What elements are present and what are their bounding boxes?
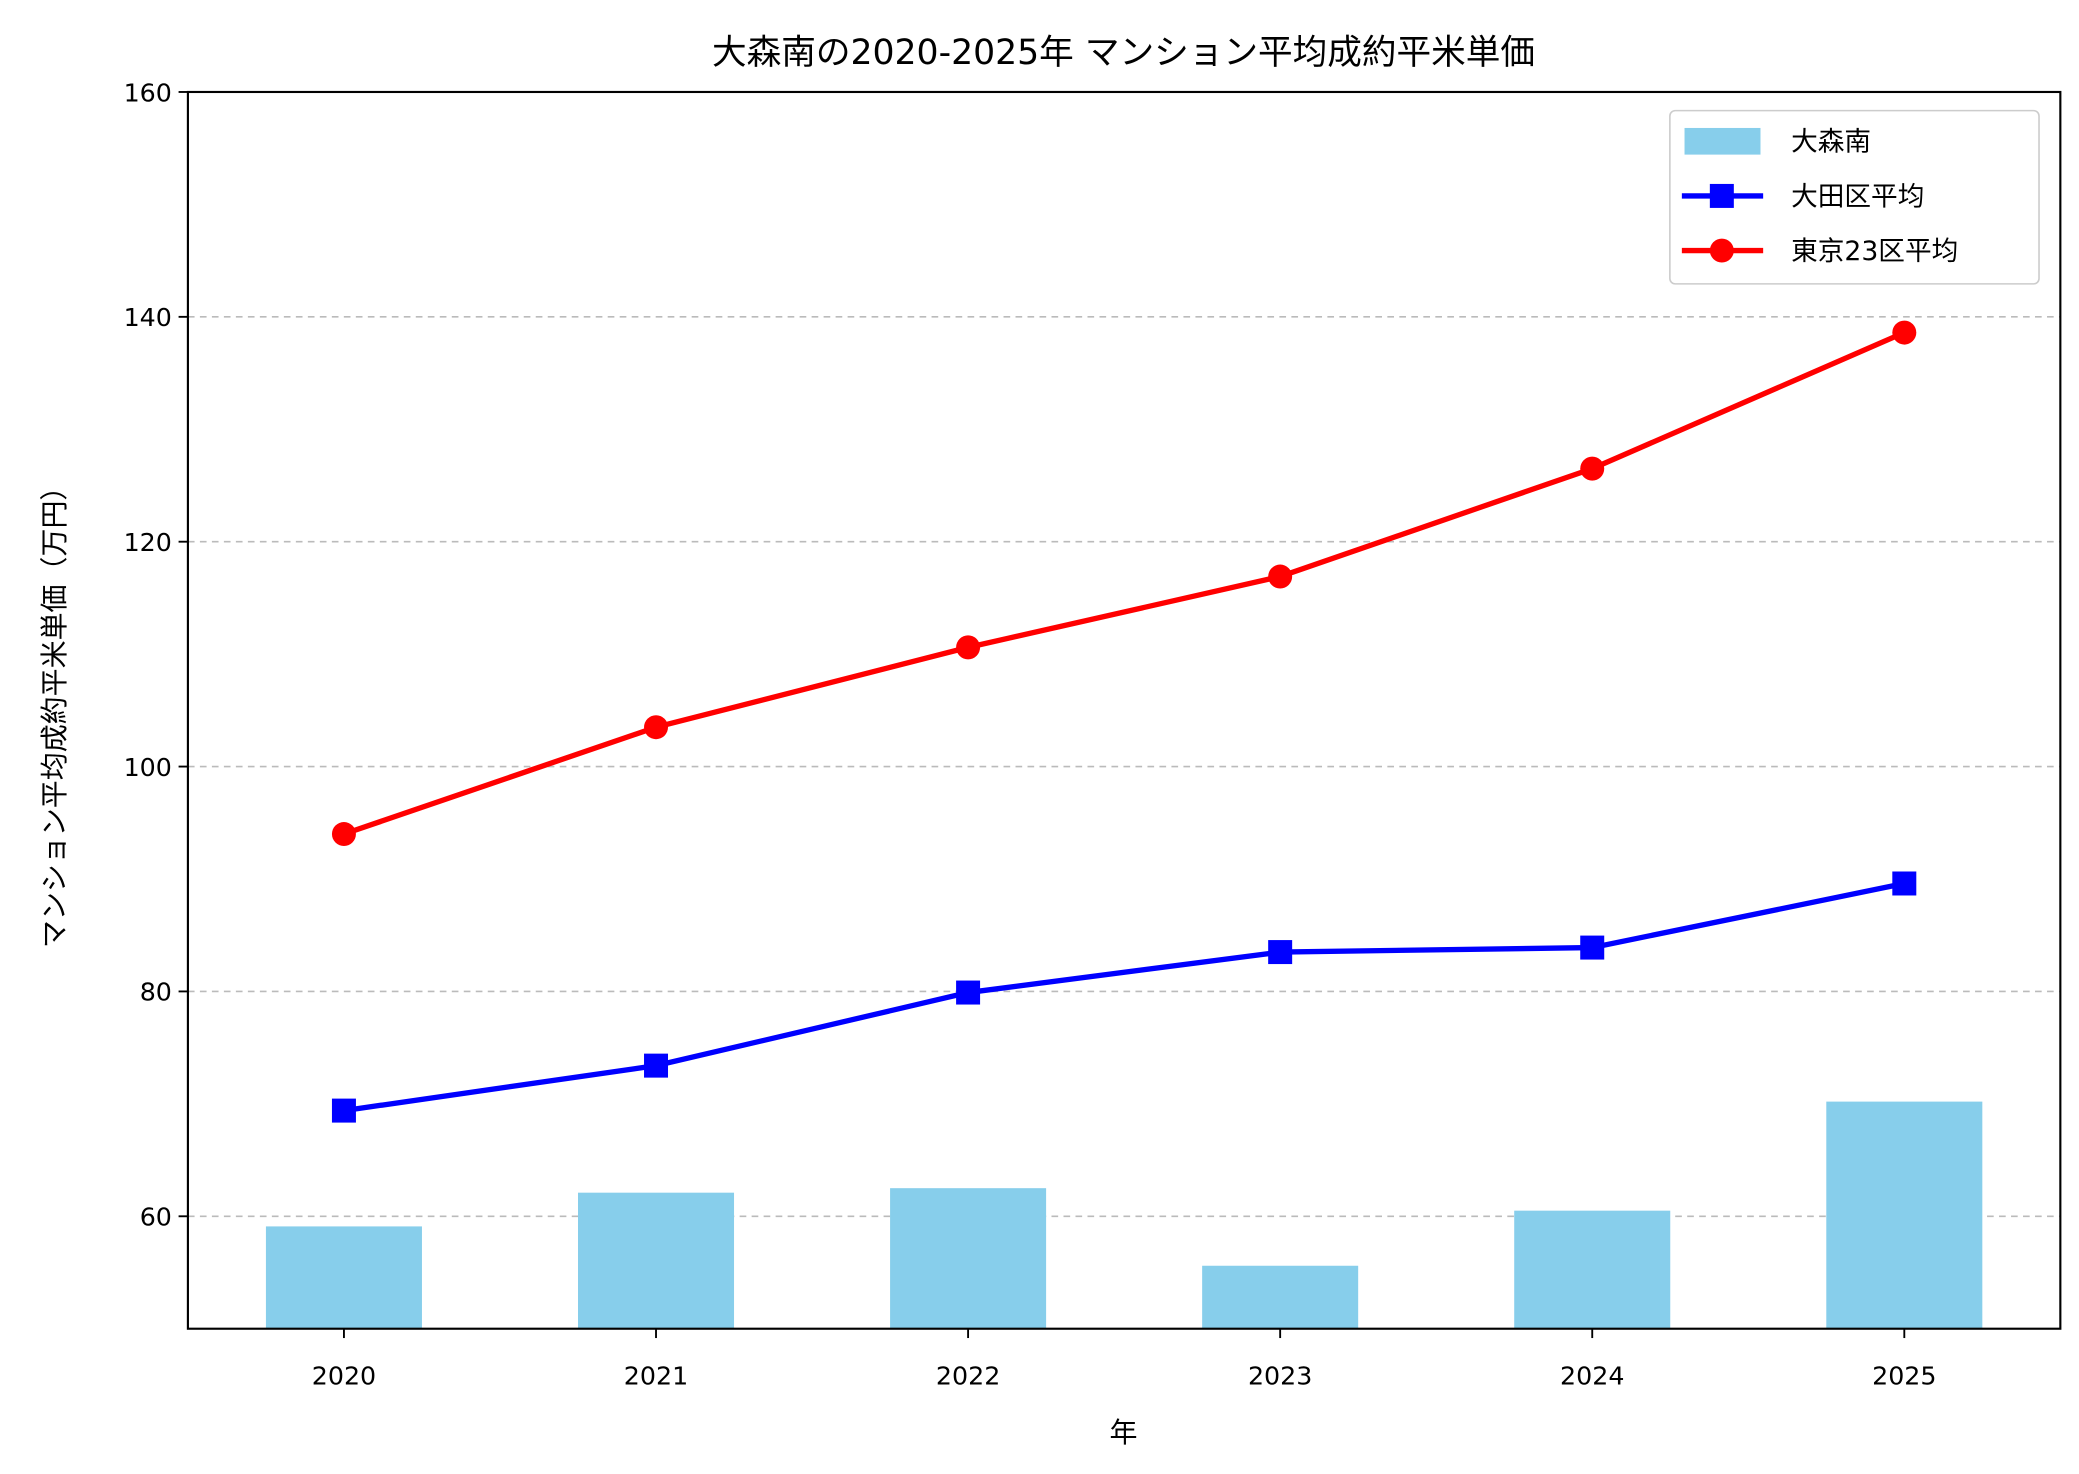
y-tick-label: 120 <box>124 527 172 557</box>
legend-marker <box>1709 183 1734 208</box>
series-line <box>343 880 1905 1114</box>
legend-swatch <box>1684 127 1761 155</box>
legend-marker <box>1709 238 1734 263</box>
legend-label: 東京23区平均 <box>1791 236 1958 267</box>
x-axis: 2020 2021 2022 2023 2024 2025 <box>312 1328 1937 1391</box>
x-tick-label: 2021 <box>624 1361 688 1391</box>
series-line <box>343 330 1906 837</box>
bar <box>1514 1210 1671 1329</box>
data-point <box>331 822 356 847</box>
y-axis-label: マンション平均成約平米単価（万円） <box>38 473 71 948</box>
data-point <box>1892 871 1917 896</box>
grid <box>187 316 2061 1218</box>
data-point <box>1580 456 1605 481</box>
bar <box>265 1226 422 1329</box>
data-point <box>1580 935 1605 960</box>
data-point <box>1268 564 1293 589</box>
bar <box>1826 1101 1983 1329</box>
x-tick-label: 2023 <box>1248 1361 1312 1391</box>
legend-label: 大田区平均 <box>1791 181 1924 212</box>
y-tick-label: 60 <box>140 1202 172 1232</box>
plot-frame <box>186 90 2062 1330</box>
x-tick-label: 2022 <box>936 1361 1000 1391</box>
y-axis: 60 80 100 120 140 160 <box>124 77 188 1232</box>
bar <box>577 1192 735 1329</box>
legend-label: 大森南 <box>1791 127 1871 158</box>
data-point <box>644 715 669 740</box>
bars <box>265 1101 1983 1329</box>
y-tick-label: 100 <box>124 752 172 782</box>
data-point <box>1268 940 1293 965</box>
x-tick-label: 2025 <box>1872 1361 1936 1391</box>
data-point <box>644 1053 669 1078</box>
bar <box>1202 1265 1359 1329</box>
x-axis-label: 年 <box>1109 1416 1137 1449</box>
chart-title: 大森南の2020-2025年 マンション平均成約平米単価 <box>712 33 1535 73</box>
y-tick-label: 140 <box>124 302 172 332</box>
y-tick-label: 80 <box>140 977 172 1007</box>
bar <box>890 1188 1047 1329</box>
x-tick-label: 2020 <box>312 1361 376 1391</box>
data-point <box>331 1098 356 1123</box>
x-tick-label: 2024 <box>1560 1361 1624 1391</box>
y-tick-label: 160 <box>124 77 172 107</box>
data-point <box>956 980 981 1005</box>
data-point <box>956 635 981 660</box>
lines <box>331 320 1917 1123</box>
data-point <box>1892 320 1917 345</box>
